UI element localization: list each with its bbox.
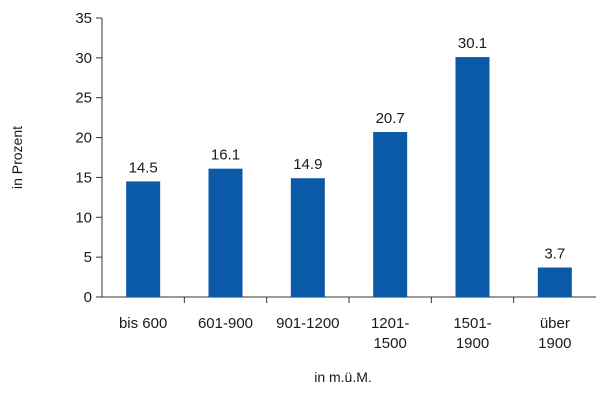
x-category-label: bis 600 xyxy=(119,315,167,332)
x-category-label: 901-1200 xyxy=(276,315,339,332)
y-tick-label: 35 xyxy=(75,10,92,27)
x-category-label: 1501- xyxy=(453,315,491,332)
y-axis-title: in Prozent xyxy=(9,126,25,189)
bar xyxy=(126,181,161,297)
x-axis-title: in m.ü.M. xyxy=(314,369,372,385)
bar-series xyxy=(126,57,572,298)
bar-value-label: 20.7 xyxy=(376,110,405,127)
y-tick-label: 15 xyxy=(75,169,92,186)
bar-value-label: 14.5 xyxy=(129,159,158,176)
bar-value-label: 3.7 xyxy=(544,246,565,263)
x-category-label: 1900 xyxy=(456,335,489,352)
x-category-label: über xyxy=(540,315,570,332)
bar-value-label: 16.1 xyxy=(211,147,240,164)
y-axis-ticks: 0 5 10 15 20 25 30 35 xyxy=(75,10,102,306)
bar-value-label: 14.9 xyxy=(293,156,322,173)
y-tick-label: 30 xyxy=(75,50,92,67)
bar xyxy=(373,131,408,297)
x-category-label: 1900 xyxy=(538,335,571,352)
x-category-label: 1201- xyxy=(371,315,409,332)
y-tick-label: 0 xyxy=(84,289,92,306)
y-tick-label: 20 xyxy=(75,130,92,147)
data-labels: 14.5 16.1 14.9 20.7 30.1 3.7 xyxy=(129,35,566,262)
bar xyxy=(455,57,490,298)
bar xyxy=(290,178,325,297)
y-tick-label: 25 xyxy=(75,90,92,107)
y-tick-label: 5 xyxy=(84,249,92,266)
y-tick-label: 10 xyxy=(75,209,92,226)
x-category-label: 1500 xyxy=(373,335,406,352)
bar xyxy=(208,168,243,297)
x-category-label: 601-900 xyxy=(198,315,253,332)
bar xyxy=(537,267,572,297)
x-axis-category-labels: bis 600 601-900 901-1200 1201- 1500 1501- 1900… xyxy=(119,297,572,352)
bar-value-label: 30.1 xyxy=(458,35,487,52)
